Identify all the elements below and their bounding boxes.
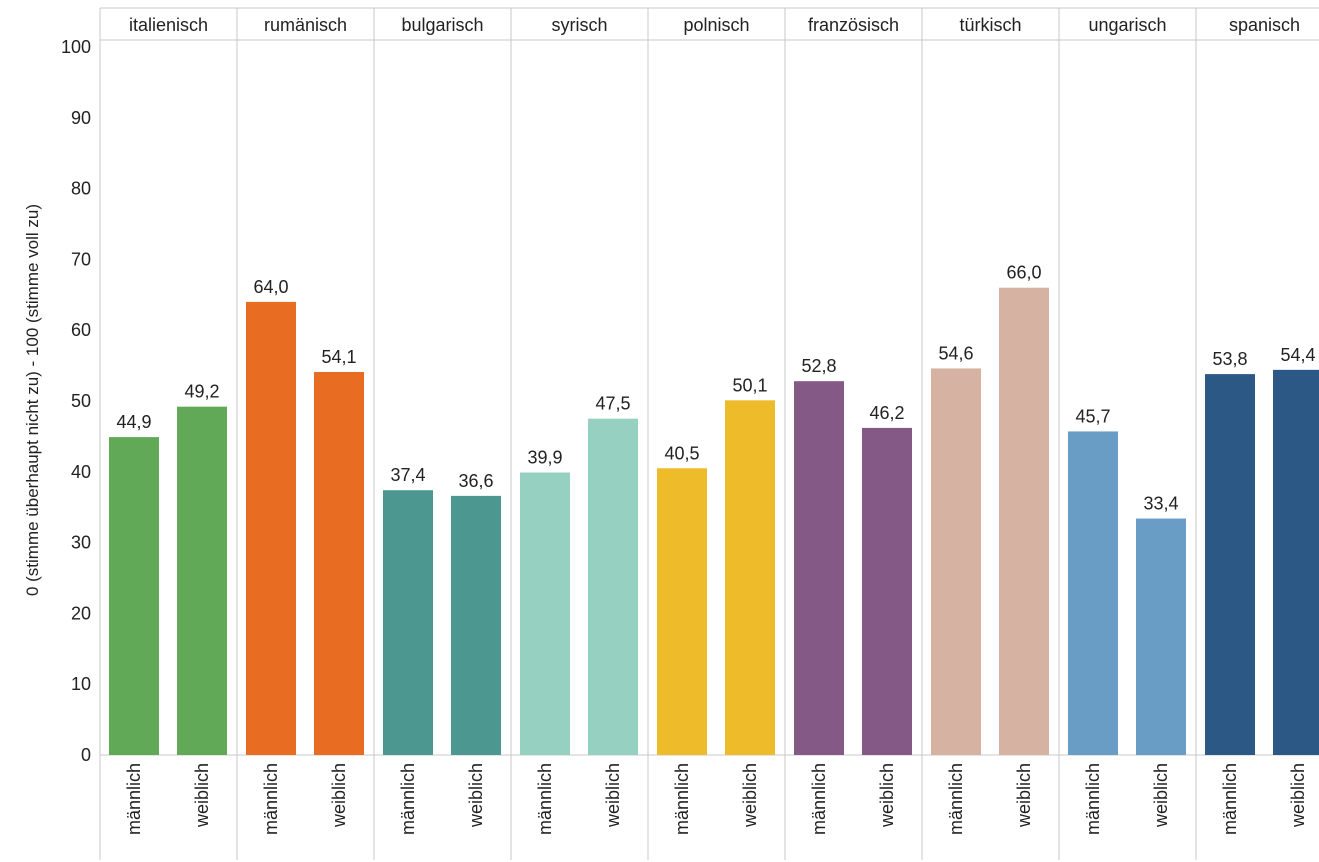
- bar: [725, 400, 775, 755]
- x-sublabel: weiblich: [1151, 763, 1171, 828]
- bar: [177, 406, 227, 755]
- bar-value-labels: 44,9 49,2 64,0 54,1 37,4 36,6 39,9 47,5 40,5 50,1…: [116, 263, 1315, 514]
- y-tick-label: 30: [71, 533, 91, 553]
- y-tick-label: 60: [71, 320, 91, 340]
- bar: [451, 495, 501, 755]
- x-sublabel: weiblich: [740, 763, 760, 828]
- x-sublabel: weiblich: [877, 763, 897, 828]
- y-axis-label: 0 (stimme überhaupt nicht zu) - 100 (sti…: [23, 204, 42, 596]
- bar: [246, 301, 296, 755]
- y-tick-label: 0: [81, 745, 91, 765]
- bar: [383, 490, 433, 755]
- bar: [999, 287, 1049, 755]
- bar: [1273, 369, 1319, 755]
- bar-value-label: 46,2: [869, 403, 904, 423]
- y-tick-label: 40: [71, 462, 91, 482]
- group-label: italienisch: [129, 15, 208, 35]
- y-tick-label: 70: [71, 249, 91, 269]
- bar-value-label: 50,1: [732, 375, 767, 395]
- bar-value-label: 40,5: [664, 443, 699, 463]
- x-sublabel: weiblich: [329, 763, 349, 828]
- y-tick-label: 100: [61, 37, 91, 57]
- bar-value-label: 66,0: [1006, 263, 1041, 283]
- bar: [1136, 518, 1186, 755]
- bar-value-label: 54,4: [1280, 345, 1315, 365]
- bar-value-label: 47,5: [595, 394, 630, 414]
- bar-value-label: 39,9: [527, 448, 562, 468]
- bar-value-label: 49,2: [184, 382, 219, 402]
- bar: [931, 368, 981, 755]
- bar: [1068, 431, 1118, 755]
- group-label: spanisch: [1229, 15, 1300, 35]
- bar: [794, 381, 844, 755]
- bar: [862, 427, 912, 755]
- bar-value-label: 54,6: [938, 343, 973, 363]
- bar-value-label: 54,1: [321, 347, 356, 367]
- x-sublabel: männlich: [672, 763, 692, 835]
- x-sublabel: männlich: [124, 763, 144, 835]
- bar: [588, 418, 638, 755]
- bars: [109, 287, 1319, 755]
- x-sublabel: männlich: [809, 763, 829, 835]
- bar-value-label: 52,8: [801, 356, 836, 376]
- x-sublabel: männlich: [535, 763, 555, 835]
- group-label: polnisch: [683, 15, 749, 35]
- bar-value-label: 45,7: [1075, 406, 1110, 426]
- bar-value-label: 37,4: [390, 465, 425, 485]
- bar: [520, 472, 570, 755]
- bar: [1205, 374, 1255, 755]
- bar-value-label: 53,8: [1212, 349, 1247, 369]
- group-label: französisch: [808, 15, 899, 35]
- group-labels: italienisch rumänisch bulgarisch syrisch pol…: [129, 15, 1300, 35]
- x-sublabel: weiblich: [466, 763, 486, 828]
- x-sublabel: weiblich: [1288, 763, 1308, 828]
- group-label: bulgarisch: [401, 15, 483, 35]
- y-tick-label: 50: [71, 391, 91, 411]
- bar: [657, 468, 707, 755]
- x-sublabel: weiblich: [603, 763, 623, 828]
- y-tick-label: 20: [71, 603, 91, 623]
- y-tick-label: 90: [71, 108, 91, 128]
- y-tick-label: 10: [71, 674, 91, 694]
- x-sublabel: weiblich: [192, 763, 212, 828]
- group-label: ungarisch: [1088, 15, 1166, 35]
- group-label: türkisch: [959, 15, 1021, 35]
- bar-value-label: 36,6: [458, 471, 493, 491]
- x-sublabel: männlich: [261, 763, 281, 835]
- bar-value-label: 44,9: [116, 412, 151, 432]
- group-label: rumänisch: [264, 15, 347, 35]
- bar: [109, 437, 159, 755]
- x-sublabel: männlich: [1083, 763, 1103, 835]
- bar: [314, 371, 364, 755]
- x-sublabel: männlich: [398, 763, 418, 835]
- y-tick-label: 80: [71, 179, 91, 199]
- group-dividers: [99, 7, 1319, 860]
- bar-value-label: 64,0: [253, 277, 288, 297]
- x-sublabel: männlich: [1220, 763, 1240, 835]
- bar-value-label: 33,4: [1143, 494, 1178, 514]
- y-axis-ticks: 0 10 20 30 40 50 60 70 80 90 100: [61, 37, 91, 765]
- x-sublabel: weiblich: [1014, 763, 1034, 828]
- x-sublabels: männlich weiblich männlich weiblich männlich…: [124, 763, 1308, 835]
- x-sublabel: männlich: [946, 763, 966, 835]
- group-label: syrisch: [551, 15, 607, 35]
